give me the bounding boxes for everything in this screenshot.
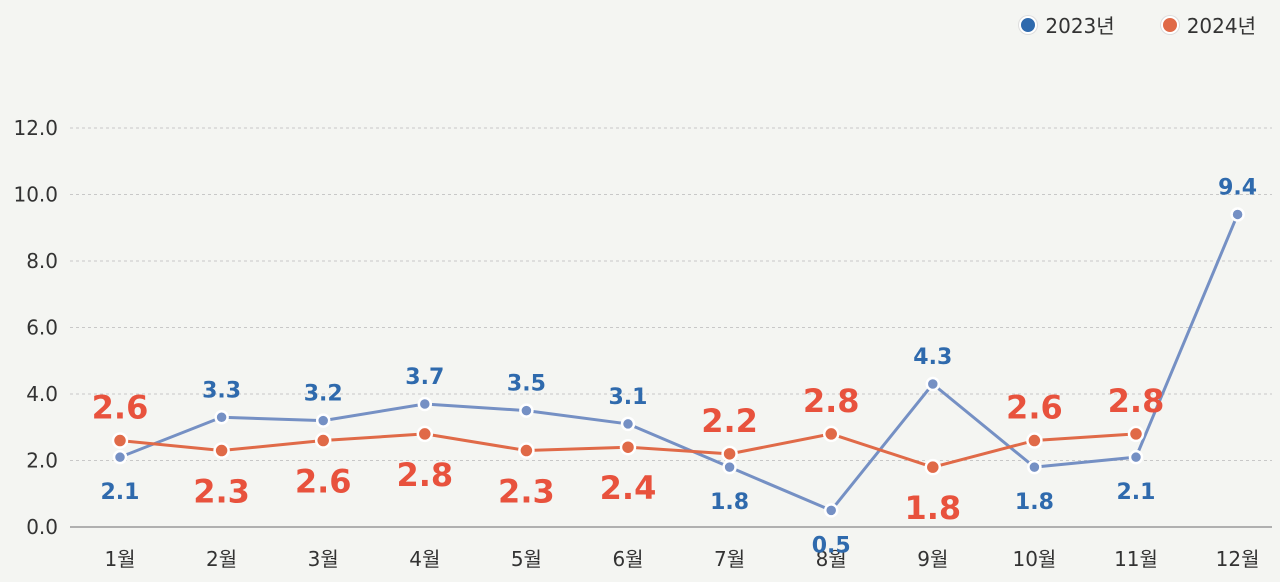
- data-label: 0.5: [812, 533, 851, 558]
- data-label: 2.3: [193, 473, 250, 511]
- y-tick-label: 6.0: [26, 316, 58, 340]
- y-tick-label: 0.0: [26, 515, 58, 539]
- data-point-1: [619, 438, 637, 456]
- x-tick-label: 10월: [1012, 547, 1056, 571]
- data-label: 3.7: [405, 365, 444, 390]
- data-point-1: [924, 458, 942, 476]
- data-point-1: [822, 425, 840, 443]
- x-tick-label: 12월: [1216, 547, 1260, 571]
- legend-dot-2024: [1160, 15, 1179, 34]
- data-point-0: [722, 459, 737, 475]
- data-point-0: [1027, 459, 1042, 475]
- data-label: 1.8: [710, 490, 749, 515]
- data-point-0: [417, 396, 433, 412]
- data-label: 2.8: [1108, 382, 1165, 420]
- data-point-0: [620, 416, 636, 432]
- legend-label-2023: 2023년: [1045, 14, 1115, 38]
- y-tick-label: 2.0: [26, 449, 58, 473]
- data-label: 3.5: [507, 372, 546, 397]
- data-point-0: [925, 376, 941, 392]
- x-tick-label: 1월: [104, 547, 135, 571]
- data-point-1: [721, 445, 738, 463]
- data-label: 4.3: [913, 345, 952, 370]
- data-label: 9.4: [1218, 175, 1257, 200]
- data-point-0: [519, 403, 534, 418]
- data-point-1: [416, 425, 434, 443]
- data-point-0: [214, 410, 229, 425]
- x-tick-label: 8월: [816, 547, 847, 571]
- data-label: 2.1: [1117, 480, 1156, 505]
- data-label: 2.6: [92, 389, 149, 427]
- legend-label-2024: 2024년: [1186, 14, 1256, 38]
- y-tick-label: 10.0: [13, 183, 58, 207]
- data-label: 2.8: [803, 382, 860, 420]
- x-tick-label: 5월: [511, 547, 542, 571]
- y-tick-label: 8.0: [26, 249, 58, 273]
- legend-item-2023[interactable]: 2023년: [1019, 10, 1115, 39]
- data-point-1: [314, 432, 332, 449]
- data-point-0: [112, 449, 128, 465]
- legend-dot-2023: [1019, 15, 1038, 34]
- data-label: 3.1: [609, 385, 648, 410]
- data-point-0: [1128, 449, 1144, 465]
- y-tick-label: 12.0: [13, 116, 58, 140]
- legend-item-2024[interactable]: 2024년: [1160, 10, 1256, 39]
- data-label: 3.2: [304, 382, 343, 407]
- x-tick-label: 11월: [1114, 547, 1158, 571]
- data-point-0: [1230, 207, 1245, 222]
- data-label: 2.6: [1006, 389, 1063, 427]
- data-point-0: [315, 413, 331, 428]
- data-label: 2.1: [101, 480, 140, 505]
- x-tick-label: 3월: [308, 547, 339, 571]
- x-tick-label: 9월: [917, 547, 948, 571]
- x-tick-label: 2월: [206, 547, 237, 571]
- data-label: 1.8: [1015, 490, 1054, 515]
- legend: 2023년 2024년: [1019, 10, 1256, 39]
- data-point-1: [1026, 432, 1043, 449]
- series-line-0: [119, 213, 1239, 512]
- data-label: 1.8: [904, 489, 961, 527]
- data-point-0: [823, 503, 839, 518]
- x-tick-label: 6월: [612, 547, 643, 571]
- data-label: 2.2: [701, 402, 758, 440]
- x-tick-label: 4월: [409, 547, 440, 571]
- data-label: 2.4: [600, 469, 657, 507]
- data-point-1: [1127, 425, 1145, 443]
- y-tick-label: 4.0: [26, 382, 58, 406]
- data-label: 2.8: [396, 456, 453, 494]
- data-point-1: [213, 442, 230, 459]
- data-label: 3.3: [202, 378, 241, 403]
- data-point-1: [111, 432, 129, 449]
- data-label: 2.6: [295, 463, 352, 501]
- data-point-1: [518, 442, 535, 459]
- data-label: 2.3: [498, 473, 555, 511]
- x-tick-label: 7월: [714, 547, 745, 571]
